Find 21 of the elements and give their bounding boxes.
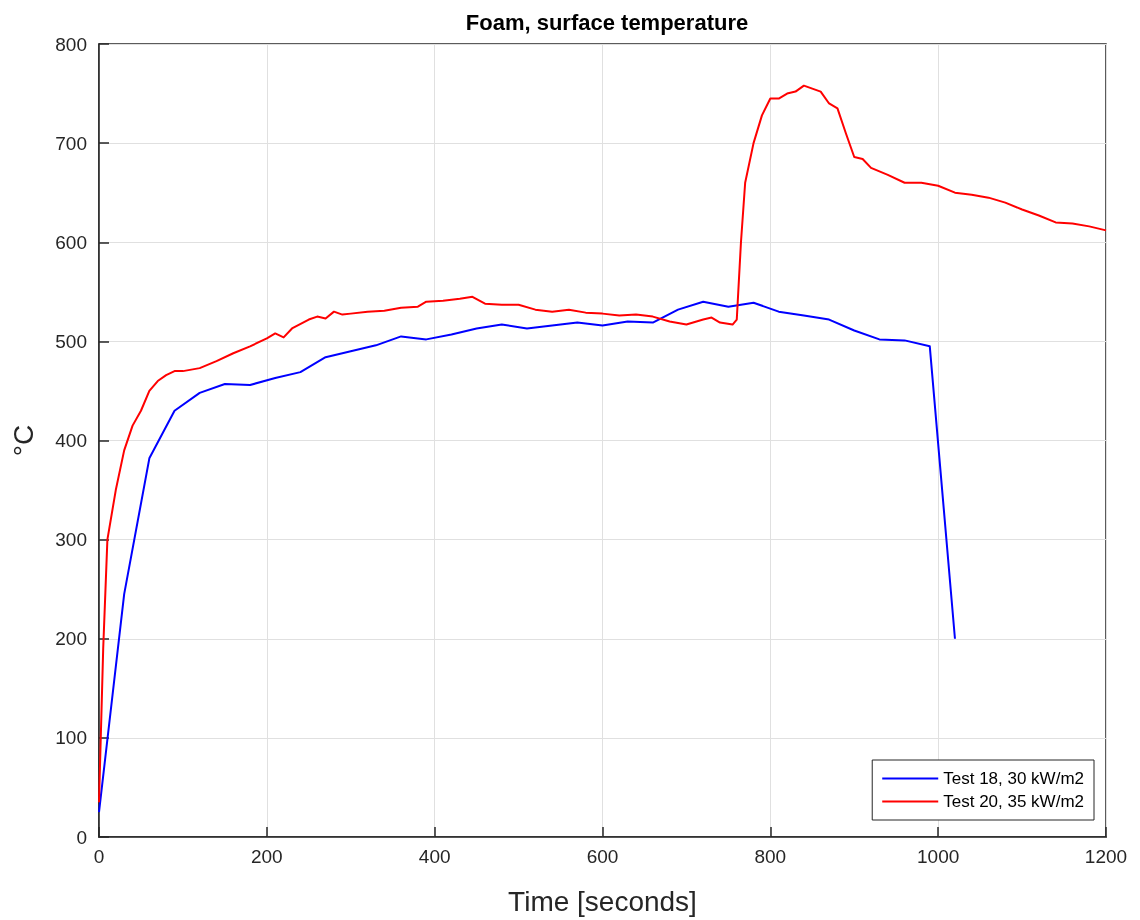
x-tick-label: 200 [250,846,283,867]
y-tick-label: 200 [55,628,87,650]
x-tick-label: 1000 [917,846,960,867]
y-axis-title: °C [7,424,39,457]
chart-title: Foam, surface temperature [465,9,749,35]
x-tick-label: 400 [418,846,451,867]
x-tick-label: 600 [586,846,619,867]
x-tick-label: 0 [93,846,105,867]
y-tick-label: 600 [55,231,87,253]
y-tick-label: 700 [55,132,87,154]
x-axis-title: Time [seconds] [508,885,697,917]
y-tick-label: 400 [55,430,87,451]
y-tick-label: 300 [55,529,87,551]
y-tick-label: 800 [55,33,87,55]
legend-label: Test 18, 30 kW/m2 [943,769,1085,788]
legend-label: Test 20, 35 kW/m2 [943,792,1085,811]
x-tick-label: 800 [754,846,787,867]
y-tick-label: 100 [55,727,87,749]
x-tick-label: 1200 [1084,846,1128,867]
y-tick-label: 0 [76,826,87,848]
y-tick-label: 500 [55,330,87,352]
